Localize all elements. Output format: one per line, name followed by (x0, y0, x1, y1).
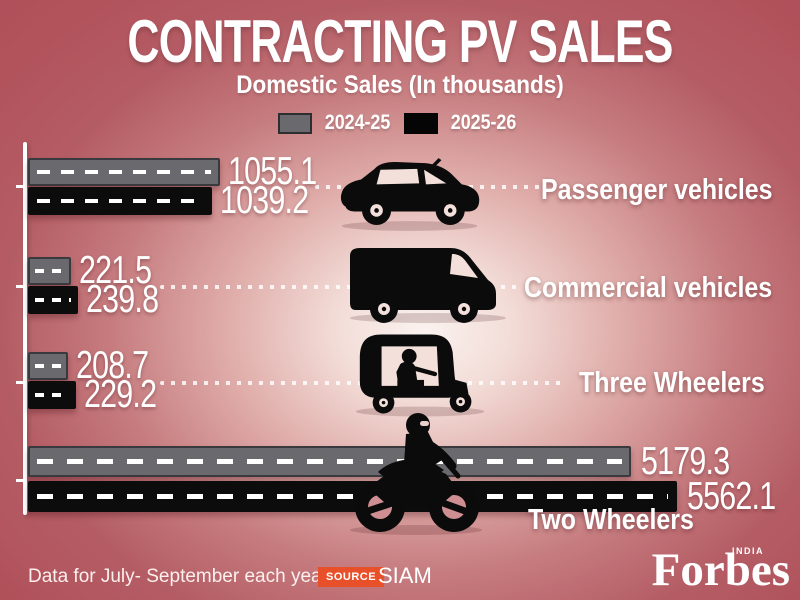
value-label: 5179.3 (641, 439, 730, 483)
legend-swatch-2024-25 (278, 112, 313, 134)
bar-twowheeler-2024-25 (28, 446, 631, 477)
bar-threewheeler-2025-26 (28, 381, 76, 409)
page-subtitle: Domestic Sales (In thousands) (236, 71, 564, 99)
bar-passenger-2024-25 (28, 158, 220, 186)
value-label: 1055.1 (228, 150, 317, 193)
legend-swatch-2025-26 (403, 112, 438, 134)
source-value: SIAM (378, 563, 432, 588)
van-icon (350, 248, 506, 323)
road-centerline (37, 459, 622, 464)
bar-passenger-2025-26 (28, 187, 212, 215)
y-axis-line (16, 142, 27, 515)
dotted-road-trail (160, 285, 518, 289)
logo-region-label: INDIA (732, 546, 764, 556)
car-icon (340, 158, 480, 231)
road-centerline (35, 298, 71, 302)
motorcycle-icon (350, 413, 482, 535)
category-label: Passenger vehicles (541, 174, 773, 206)
axis-tick (16, 479, 23, 482)
value-label: 5562.1 (687, 474, 776, 518)
axis-tick (16, 381, 23, 384)
logo-wordmark: Forbes (651, 544, 790, 596)
dotted-road-trail (160, 381, 565, 385)
value-label: 208.7 (76, 344, 149, 387)
road-centerline (37, 494, 668, 499)
forbes-india-logo: INDIA Forbes (651, 544, 790, 596)
page-title: CONTRACTING PV SALES (127, 8, 673, 75)
bar-commercial-2025-26 (28, 286, 78, 314)
bar-threewheeler-2024-25 (28, 352, 68, 380)
footnote: Data for July- September each year (28, 566, 328, 587)
category-label: Commercial vehicles (524, 272, 773, 304)
value-label: 1039.2 (220, 179, 309, 222)
dotted-road-trail (315, 185, 545, 189)
legend: 2024-25 2025-26 (0, 111, 800, 135)
road-centerline (35, 269, 64, 273)
category-label: Three Wheelers (579, 367, 765, 399)
category-label: Two Wheelers (528, 504, 694, 536)
road-centerline (35, 364, 61, 368)
road-centerline (37, 170, 211, 174)
value-label: 229.2 (84, 373, 157, 416)
road-centerline (37, 199, 203, 203)
source-badge: SOURCE (318, 567, 385, 587)
axis-tick (16, 285, 23, 288)
auto-rickshaw-icon (355, 334, 485, 417)
legend-label-2025-26: 2025-26 (450, 111, 516, 134)
bar-twowheeler-2025-26 (28, 481, 677, 512)
legend-label-2024-25: 2024-25 (325, 111, 391, 134)
value-label: 221.5 (79, 249, 152, 292)
road-centerline (35, 393, 69, 397)
axis-tick (16, 185, 23, 188)
value-label: 239.8 (86, 278, 159, 321)
bar-commercial-2024-25 (28, 257, 71, 285)
